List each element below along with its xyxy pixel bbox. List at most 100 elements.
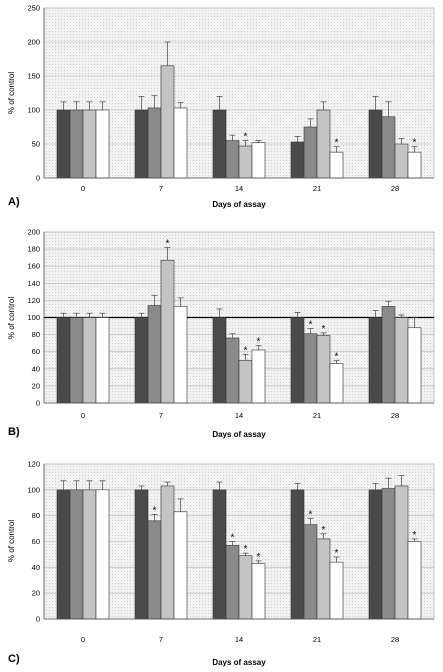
panel-c: 0 20 40 60 80 100 120 * * * * * * * * 0 7 14 21 28 % of c… xyxy=(7,460,435,667)
panel-c-y-ticks: 0 20 40 60 80 100 120 xyxy=(27,460,40,624)
y-tick-label: 0 xyxy=(36,615,40,624)
y-tick-label: 60 xyxy=(32,347,40,356)
panel-a-y-axis-label: % of control xyxy=(7,72,16,114)
y-tick-label: 140 xyxy=(27,279,40,288)
panel-a-y-ticks: 0 50 100 150 200 250 xyxy=(27,4,40,183)
x-tick-label: 21 xyxy=(313,411,321,420)
bar xyxy=(134,489,149,620)
bar xyxy=(225,545,240,620)
y-tick-label: 0 xyxy=(36,399,40,408)
bar xyxy=(160,65,175,179)
panel-a-x-axis-label: Days of assay xyxy=(212,200,266,209)
x-tick-label: 0 xyxy=(81,635,85,644)
bar xyxy=(251,142,266,179)
bar xyxy=(303,126,318,179)
significance-star: * xyxy=(335,548,339,559)
bar xyxy=(82,317,97,404)
bar xyxy=(212,317,227,404)
bar xyxy=(407,327,422,404)
bar xyxy=(329,561,344,620)
bar xyxy=(173,306,188,404)
bar xyxy=(225,140,240,179)
panel-b-x-ticks: 0 7 14 21 28 xyxy=(81,411,399,420)
bar xyxy=(251,563,266,620)
significance-star: * xyxy=(244,345,248,356)
panel-a-bars: * * * xyxy=(43,8,434,179)
significance-star: * xyxy=(413,530,417,541)
panel-b-letter: B) xyxy=(8,426,20,438)
x-tick-label: 7 xyxy=(159,411,163,420)
bar xyxy=(147,107,162,179)
y-tick-label: 200 xyxy=(27,228,40,237)
x-tick-label: 28 xyxy=(391,635,399,644)
panel-b-bars: * * * * * * xyxy=(43,232,434,404)
y-tick-label: 120 xyxy=(27,460,40,469)
y-tick-label: 200 xyxy=(27,38,40,47)
bar xyxy=(238,555,253,620)
significance-star: * xyxy=(335,351,339,362)
bar xyxy=(95,317,110,404)
significance-star: * xyxy=(257,552,261,563)
panel-a-x-ticks: 0 7 14 21 28 xyxy=(81,184,399,193)
significance-star: * xyxy=(244,544,248,555)
bar xyxy=(329,151,344,179)
bar xyxy=(160,485,175,620)
bar xyxy=(316,335,331,404)
x-tick-label: 28 xyxy=(391,184,399,193)
y-tick-label: 100 xyxy=(27,106,40,115)
x-tick-label: 14 xyxy=(235,411,243,420)
panel-b: 0 20 40 60 80 100 120 140 160 180 200 * * * * * * 0 7 14 2… xyxy=(7,228,435,439)
y-tick-label: 40 xyxy=(32,364,40,373)
bar xyxy=(134,317,149,404)
significance-star: * xyxy=(153,505,157,516)
bar xyxy=(212,489,227,620)
panel-b-y-axis-label: % of control xyxy=(7,297,16,339)
panel-c-letter: C) xyxy=(8,653,20,665)
y-tick-label: 180 xyxy=(27,245,40,254)
significance-star: * xyxy=(309,320,313,331)
bar xyxy=(394,485,409,620)
panel-b-x-axis-label: Days of assay xyxy=(212,430,266,439)
panel-a: 0 50 100 150 200 250 * * * 0 7 14 21 28 % of contro… xyxy=(7,4,435,209)
y-tick-label: 60 xyxy=(32,537,40,546)
bar xyxy=(251,349,266,404)
bar xyxy=(147,305,162,404)
bar xyxy=(368,489,383,620)
y-tick-label: 250 xyxy=(27,4,40,13)
bar xyxy=(95,489,110,620)
bar xyxy=(82,109,97,179)
x-tick-label: 7 xyxy=(159,635,163,644)
y-tick-label: 80 xyxy=(32,511,40,520)
bar xyxy=(69,489,84,620)
significance-star: * xyxy=(309,509,313,520)
bar xyxy=(69,317,84,404)
x-tick-label: 0 xyxy=(81,411,85,420)
significance-star: * xyxy=(322,324,326,335)
bar xyxy=(147,520,162,620)
bar xyxy=(82,489,97,620)
bar xyxy=(238,359,253,404)
y-tick-label: 150 xyxy=(27,72,40,81)
bar xyxy=(381,488,396,620)
bar xyxy=(316,109,331,179)
bar xyxy=(303,333,318,404)
significance-star: * xyxy=(257,337,261,348)
bar xyxy=(407,541,422,620)
x-tick-label: 14 xyxy=(235,184,243,193)
bar xyxy=(56,317,71,404)
bar xyxy=(238,145,253,179)
significance-star: * xyxy=(413,138,417,149)
panel-c-x-ticks: 0 7 14 21 28 xyxy=(81,635,399,644)
bar xyxy=(212,109,227,179)
bar xyxy=(173,107,188,179)
x-tick-label: 0 xyxy=(81,184,85,193)
y-tick-label: 120 xyxy=(27,296,40,305)
significance-star: * xyxy=(244,132,248,143)
y-tick-label: 20 xyxy=(32,589,40,598)
y-tick-label: 80 xyxy=(32,330,40,339)
bar xyxy=(134,109,149,179)
y-tick-label: 50 xyxy=(32,140,40,149)
y-tick-label: 100 xyxy=(27,313,40,322)
panel-c-y-axis-label: % of control xyxy=(7,520,16,562)
bar xyxy=(160,259,175,404)
